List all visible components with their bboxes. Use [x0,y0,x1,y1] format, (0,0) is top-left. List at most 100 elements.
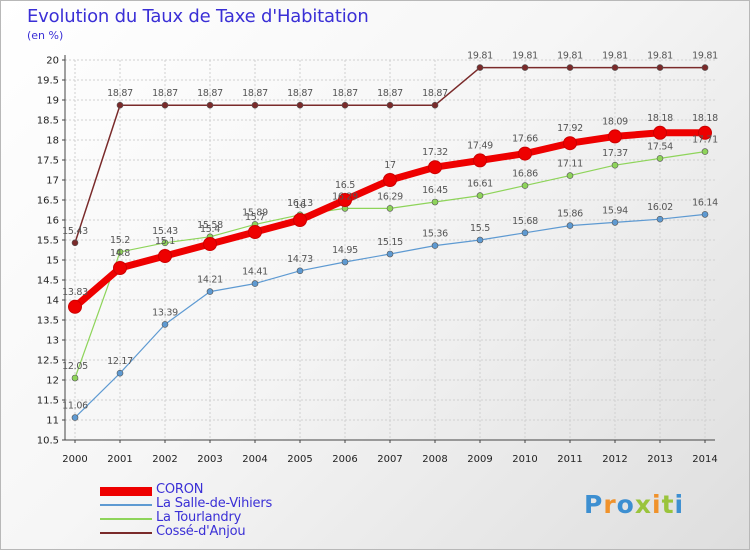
data-label: 15.89 [242,207,268,218]
logo-letter: r [603,490,617,519]
data-label: 16 [294,200,306,211]
data-label: 15.5 [470,223,490,234]
x-tick-label: 2013 [647,454,672,465]
data-label: 15.4 [200,224,220,235]
data-point [116,248,124,256]
data-label: 15.43 [152,226,178,237]
data-point [206,101,214,109]
data-label: 18.87 [422,88,448,99]
data-point [386,205,394,212]
data-label: 15.7 [245,212,265,223]
data-point [611,219,619,226]
data-label: 18.87 [287,88,313,99]
y-tick-label: 14 [46,296,59,307]
data-label: 19.81 [512,51,538,62]
series-layer [68,64,712,421]
y-tick-label: 11 [46,416,59,427]
data-label: 16.13 [287,198,313,209]
labels-series-0: 13.83 14.8 15.1 15.4 15.7 16 16.5 17 17.32 17.49 1… [62,113,718,298]
data-label: 16.5 [335,180,355,191]
data-point [158,249,172,263]
data-point [161,239,169,247]
legend-label: Cossé-d'Anjou [156,524,246,539]
data-point [251,101,259,109]
y-tick-label: 14.5 [37,276,59,287]
logo-letter: t [661,490,675,519]
data-label: 16.29 [377,191,403,202]
y-axis-ticks: 10.5 11 11.5 12 12.5 13 13.5 14 14.5 15 15.5 16 16.5… [37,56,59,447]
data-label: 16.61 [467,179,493,190]
data-point [563,136,577,151]
data-point [338,193,352,207]
data-point [521,64,529,71]
data-label: 14.73 [287,254,313,265]
data-label: 18.18 [692,113,718,124]
data-point [116,101,124,109]
data-label: 16.14 [692,197,718,208]
y-tick-label: 16.5 [37,196,59,207]
y-tick-label: 11.5 [37,396,59,407]
data-point [656,64,664,71]
data-label: 15.1 [155,236,175,247]
data-point [161,101,169,109]
data-point [698,125,712,140]
data-point [476,192,484,199]
x-tick-label: 2003 [197,454,222,465]
logo-letter: i [652,490,662,519]
data-point [386,250,394,258]
data-point [566,64,574,71]
data-label: 18.09 [602,116,628,127]
data-point [611,161,619,169]
data-point [248,225,262,239]
data-label: 18.87 [107,88,133,99]
data-label: 14.95 [332,245,358,256]
data-labels: 13.8314.815.115.415.71616.51717.3217.491… [62,51,718,412]
data-point [383,173,397,187]
y-tick-label: 18.5 [37,116,59,127]
data-label: 15.68 [512,216,538,227]
data-label: 19.81 [602,51,628,62]
data-point [206,288,214,295]
data-label: 17.11 [557,159,583,170]
data-point [521,229,529,237]
data-label: 18.18 [647,113,673,124]
data-label: 19.81 [692,51,718,62]
data-label: 17 [384,160,396,171]
legend-swatch [100,532,152,534]
x-tick-label: 2011 [557,454,582,465]
x-tick-label: 2012 [602,454,627,465]
logo-letter: x [634,490,652,519]
y-tick-label: 17.5 [37,156,59,167]
y-tick-label: 16 [46,216,59,227]
series-3 [71,64,709,247]
data-point [296,101,304,109]
proxiti-logo: Proxiti [584,490,684,519]
x-tick-label: 2010 [512,454,537,465]
data-label: 18.87 [377,88,403,99]
legend-swatch [100,504,152,506]
data-label: 13.83 [62,287,88,298]
data-label: 18.87 [242,88,268,99]
data-point [71,414,79,421]
data-point [566,172,574,179]
y-tick-label: 18 [46,136,59,147]
y-tick-label: 19.5 [37,76,59,87]
labels-series-1: 11.06 12.17 13.39 14.21 14.41 14.73 14.95 15.15… [62,197,718,411]
data-point [521,182,529,189]
data-label: 17.71 [692,135,718,146]
data-label: 15.58 [197,220,223,231]
data-point [71,374,79,382]
x-tick-label: 2008 [422,454,447,465]
data-label: 15.94 [602,205,628,216]
series-0 [68,125,712,314]
legend-swatch [100,518,152,520]
data-point [68,299,82,314]
data-point [296,267,304,275]
x-tick-label: 2014 [692,454,717,465]
data-point [293,213,307,227]
data-label: 19.81 [647,51,673,62]
data-point [341,101,349,109]
data-point [518,146,532,161]
data-label: 17.37 [602,148,628,159]
